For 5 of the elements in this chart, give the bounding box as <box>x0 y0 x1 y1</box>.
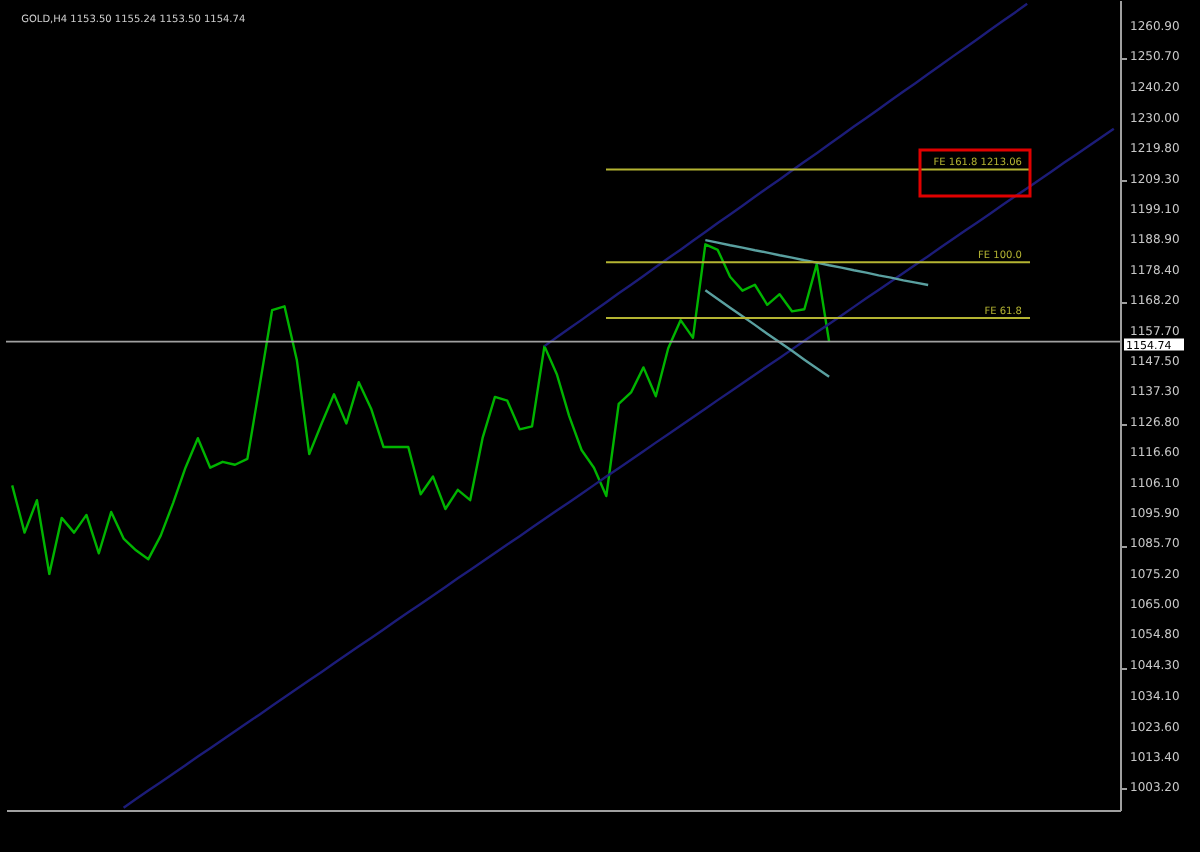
line-series <box>543 2 1029 348</box>
line-series <box>122 127 1116 809</box>
line-series <box>704 289 831 379</box>
line-series <box>10 243 831 576</box>
line-series <box>704 239 930 287</box>
